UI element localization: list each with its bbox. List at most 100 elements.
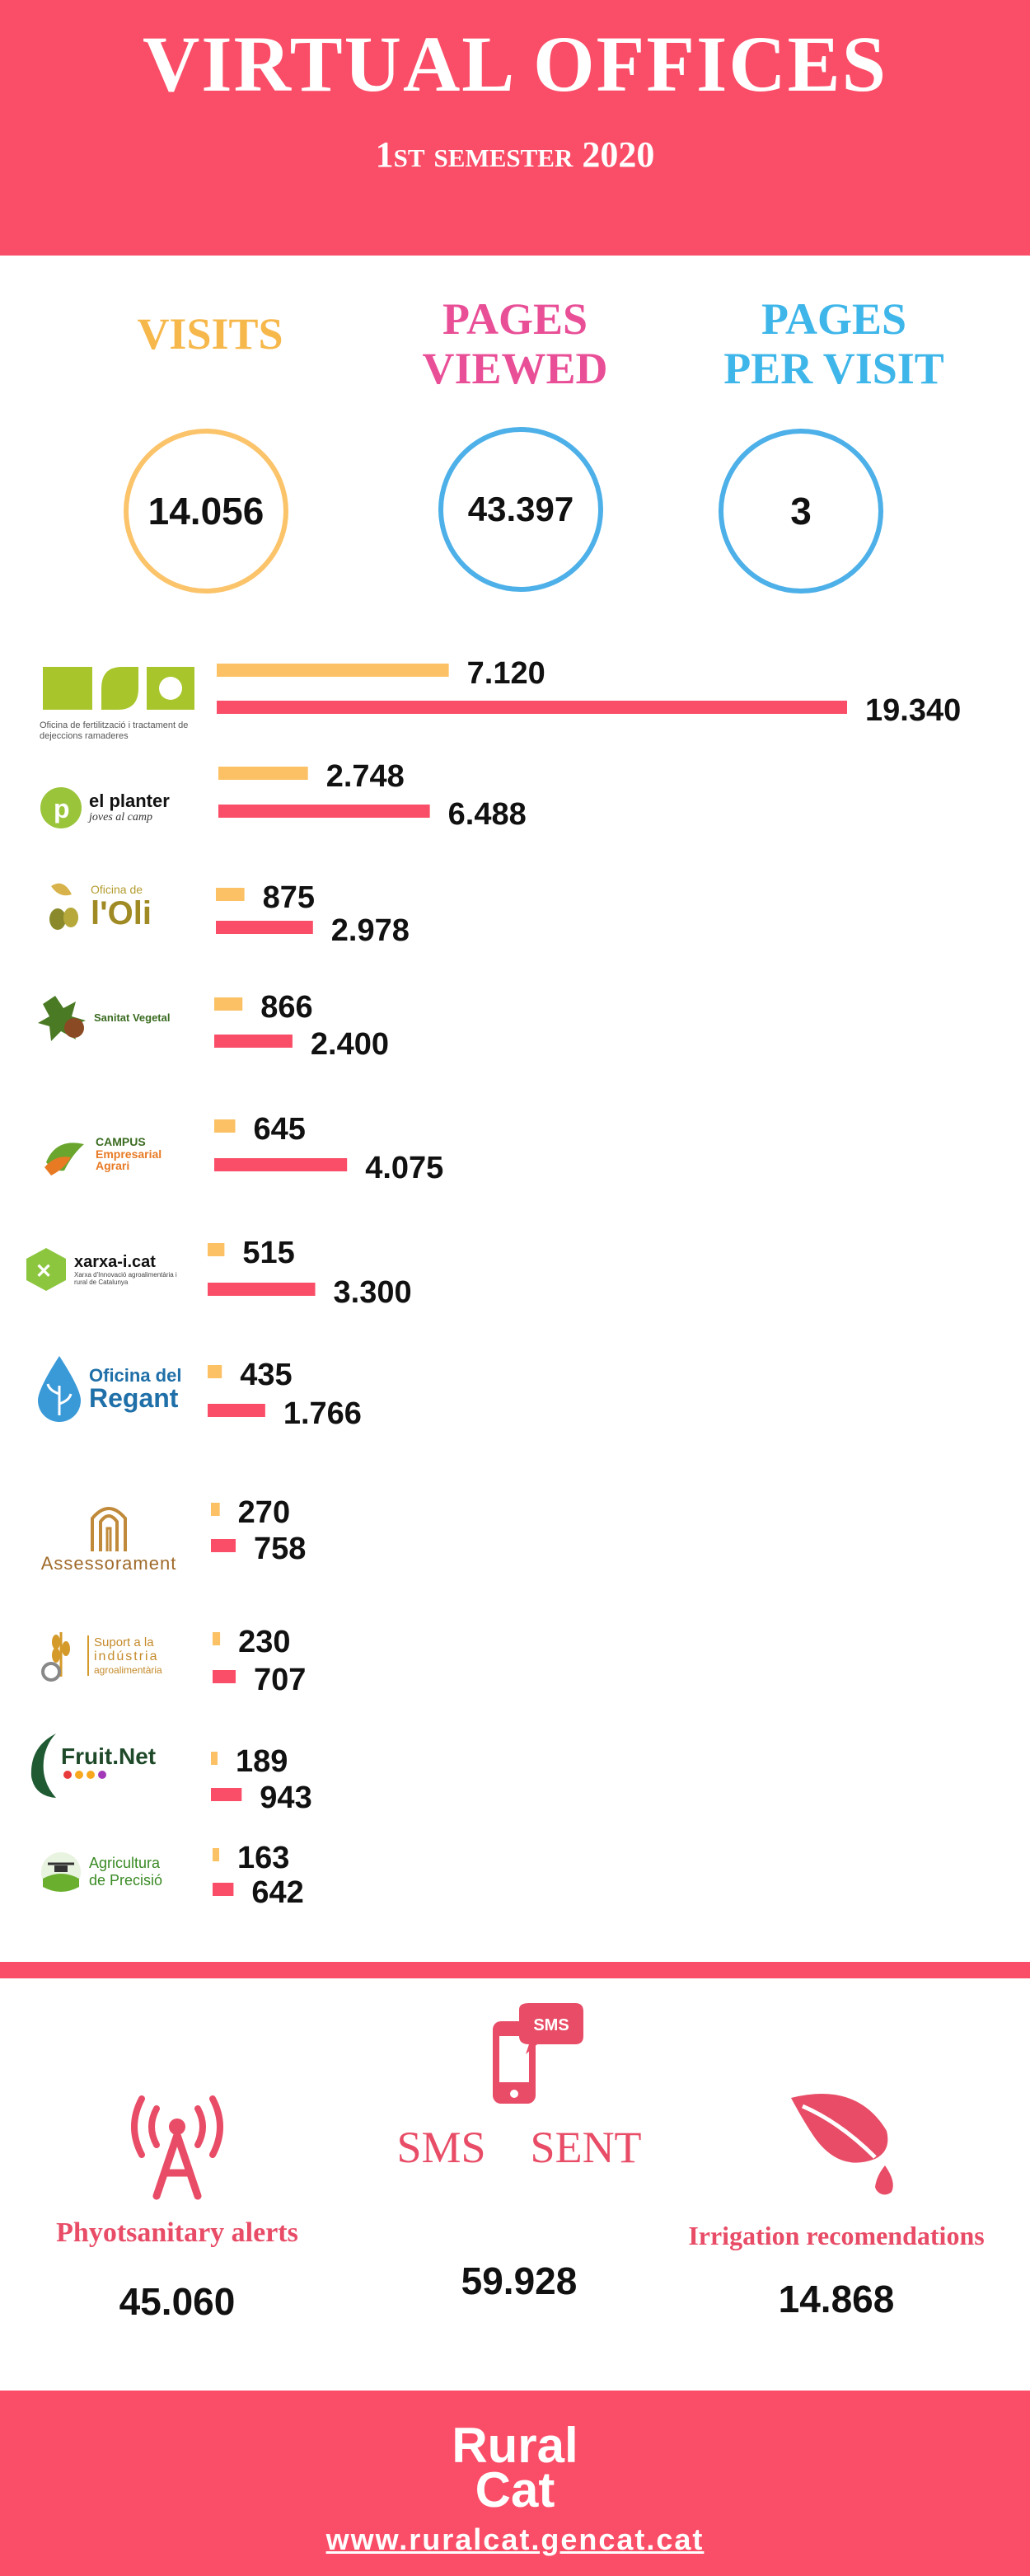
kpi-pages-per-visit-label: PAGES PER VISIT [710, 294, 957, 393]
ruralcat-logo: Rural Cat [0, 2421, 1030, 2517]
bar-label-visits-4: 645 [254, 1112, 306, 1147]
svg-text:p: p [54, 794, 70, 823]
agrifood-line1: Suport a la [94, 1635, 154, 1649]
kpi-pages-viewed-value: 43.397 [467, 490, 574, 528]
bar-pages-2 [216, 921, 313, 934]
precision-line1: Agricultura [89, 1855, 161, 1871]
bar-pages-8 [213, 1670, 236, 1683]
bar-visits-6 [208, 1365, 222, 1378]
bar-visits-9 [211, 1752, 218, 1765]
plant-health-text: Sanitat Vegetal [94, 1011, 171, 1025]
sms-sent-total: 59.928 [461, 2259, 578, 2302]
bar-pages-10 [213, 1883, 234, 1896]
bar-visits-8 [213, 1632, 221, 1645]
fertilization-icon [43, 667, 194, 710]
bar-pages-6 [208, 1404, 265, 1417]
bar-label-visits-7: 270 [238, 1495, 290, 1530]
irrigator-office-logo: Oficina del Regant [35, 1352, 199, 1426]
xarxa-icon: ✕ [26, 1248, 66, 1291]
bar-label-pages-7: 758 [254, 1532, 306, 1566]
el-planter-tagline: joves al camp [89, 810, 152, 823]
page-title: VIRTUAL OFFICES [142, 20, 888, 108]
bar-label-pages-4: 4.075 [365, 1151, 443, 1185]
water-drop-icon [38, 1356, 81, 1422]
kpi-pages-per-visit-circle: 3 [719, 429, 883, 594]
bar-label-pages-2: 2.978 [331, 913, 410, 948]
mobile-sms-icon: SMS [486, 2003, 585, 2110]
brand-line2: Cat [475, 2462, 555, 2517]
bar-label-visits-9: 189 [236, 1744, 288, 1779]
advisory-logo: Assessorament [26, 1496, 191, 1579]
olive-oil-office-logo: Oficina de l'Oli [43, 874, 208, 940]
bar-label-visits-3: 866 [260, 990, 312, 1025]
plant-health-logo: Sanitat Vegetal [35, 989, 199, 1047]
bar-pages-4 [214, 1158, 348, 1171]
fruitnet-name: Fruit.Net [61, 1743, 157, 1769]
kpi-visits-value: 14.056 [147, 490, 265, 533]
precision-agriculture-logo: Agricultura de Precisió [40, 1843, 204, 1901]
campus-line1: CAMPUS [96, 1134, 146, 1148]
bar-visits-1 [218, 767, 308, 780]
fertilization-office-logo: Oficina de fertilització i tractament de… [40, 664, 204, 754]
agrifood-line2: indústria [94, 1649, 159, 1663]
fruitnet-logo: Fruit.Net [26, 1729, 191, 1800]
kpi-pages-viewed-line1: PAGES [442, 294, 588, 344]
fertilization-logo-text: Oficina de fertilització i tractament de… [40, 720, 189, 741]
footer-banner [0, 2391, 1030, 2576]
bar-label-visits-0: 7.120 [467, 656, 545, 691]
bar-label-pages-8: 707 [254, 1663, 306, 1697]
section-divider [0, 1962, 1030, 1978]
sms-title-left: SMS [396, 2123, 486, 2172]
bar-pages-0 [217, 701, 847, 714]
bar-visits-0 [217, 664, 449, 677]
olive-office-line1: Oficina de [91, 883, 143, 896]
advisory-text: Assessorament [40, 1553, 177, 1574]
irrigation-recommendations-label: Irrigation recomendations [688, 2221, 985, 2250]
xarxa-name: xarxa-i.cat [74, 1252, 156, 1271]
website-link[interactable]: www.ruralcat.gencat.cat [325, 2522, 705, 2556]
bar-label-visits-10: 163 [237, 1841, 289, 1875]
bar-label-pages-6: 1.766 [283, 1396, 362, 1431]
agrifood-line3: agroalimentària [94, 1663, 162, 1676]
kpi-pages-per-visit-line1: PAGES [761, 294, 907, 344]
bar-label-visits-5: 515 [242, 1236, 294, 1270]
olive-office-line2: l'Oli [91, 895, 152, 931]
irrigator-line2: Regant [89, 1382, 179, 1413]
bar-visits-10 [213, 1848, 219, 1861]
bar-label-visits-8: 230 [238, 1625, 290, 1659]
page-subtitle: 1st semester 2020 [375, 134, 655, 175]
precision-line2: de Precisió [89, 1872, 163, 1889]
bar-pages-3 [214, 1035, 293, 1048]
fruitnet-dots-icon [63, 1771, 106, 1780]
bar-visits-7 [211, 1503, 220, 1516]
bar-label-pages-5: 3.300 [334, 1275, 412, 1310]
sms-badge-text: SMS [533, 2016, 569, 2034]
irrigator-line1: Oficina del [89, 1364, 182, 1386]
bar-visits-2 [216, 888, 245, 901]
fruitnet-leaf-icon [30, 1734, 56, 1798]
wheat-gear-icon [41, 1632, 70, 1682]
antenna-icon [124, 2094, 231, 2201]
sms-title-right: SENT [530, 2123, 642, 2172]
bar-label-pages-1: 6.488 [448, 797, 527, 832]
phytosanitary-alerts-label: Phyotsanitary alerts [56, 2217, 298, 2248]
svg-text:✕: ✕ [35, 1260, 52, 1283]
office-visits-bar-chart: 7.120 19.340 2.748 6.488 875 2.978 866 2.400 645… [0, 643, 1030, 1929]
kpi-pages-per-visit-line2: PER VISIT [723, 344, 944, 393]
bar-pages-1 [218, 805, 430, 818]
advisory-icon [91, 1507, 127, 1551]
kpi-pages-viewed-circle: 43.397 [438, 427, 603, 592]
bar-label-visits-1: 2.748 [326, 759, 405, 794]
bar-label-pages-10: 642 [251, 1875, 303, 1910]
xarxa-tagline: Xarxa d'Innovació agroalimentària i rura… [74, 1270, 177, 1286]
kpi-pages-viewed-line2: VIEWED [422, 344, 608, 393]
header-banner [0, 0, 1030, 256]
leaf-drop-icon [783, 2090, 906, 2205]
bar-visits-5 [208, 1243, 225, 1256]
kpi-pages-viewed-label: PAGES VIEWED [391, 294, 639, 393]
el-planter-name: el planter [89, 791, 170, 812]
bar-visits-4 [214, 1119, 236, 1133]
el-planter-icon: p [40, 787, 82, 828]
campus-logo: CAMPUS Empresarial Agrari [40, 1125, 204, 1183]
bar-label-pages-0: 19.340 [865, 693, 961, 728]
